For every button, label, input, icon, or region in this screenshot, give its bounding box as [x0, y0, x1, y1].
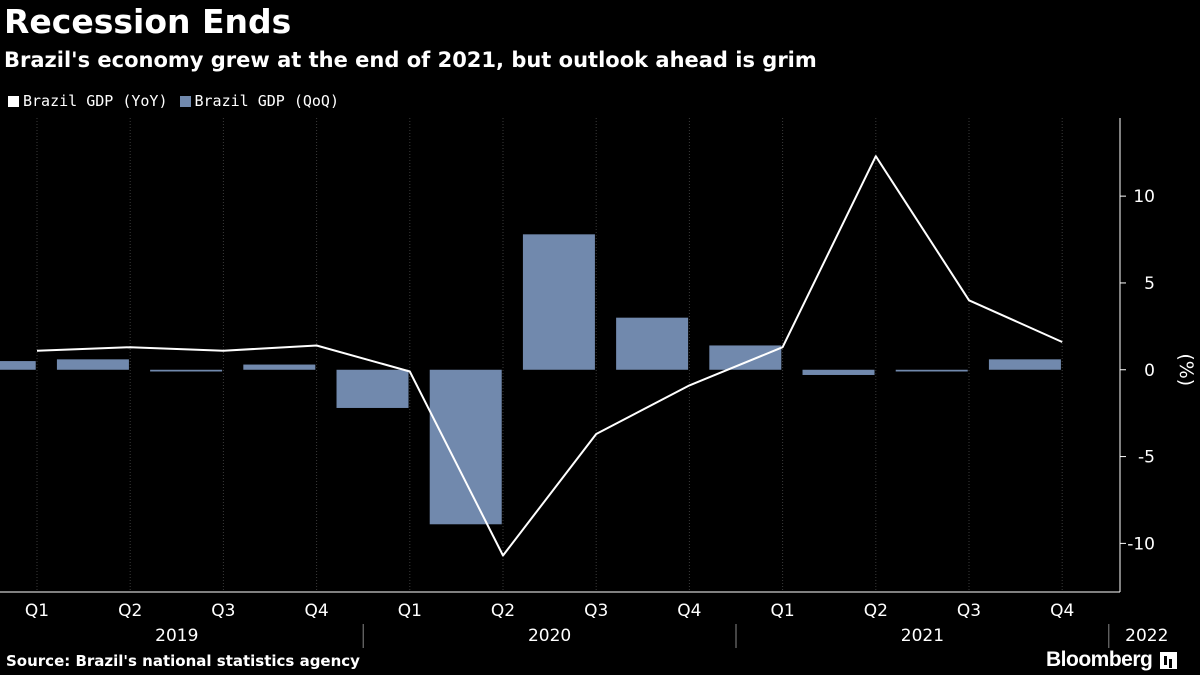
grid-layer: [36, 118, 1063, 592]
x-tick-label-1: Q2: [118, 601, 142, 621]
bar-qoq-9: [802, 369, 875, 375]
bar-qoq-3: [243, 364, 316, 370]
x-tick-label-4: Q1: [398, 601, 422, 621]
bar-qoq-5: [429, 369, 502, 525]
x-tick-label-5: Q2: [491, 601, 515, 621]
legend-swatch-qoq: [179, 95, 191, 107]
year-label-2019: 2019: [155, 626, 198, 646]
bar-qoq-0: [0, 361, 36, 370]
y-tick-label-2: 0: [1144, 361, 1155, 381]
y-tick-label-1: 5: [1144, 274, 1155, 294]
y-tick-label-4: -10: [1127, 534, 1155, 554]
bloomberg-logo: Bloomberg: [1046, 648, 1178, 672]
x-tick-label-2: Q3: [211, 601, 235, 621]
legend: Brazil GDP (YoY) Brazil GDP (QoQ): [8, 92, 351, 110]
x-tick-label-10: Q3: [957, 601, 981, 621]
chart-title: Recession Ends: [4, 2, 292, 41]
x-tick-label-11: Q4: [1050, 601, 1074, 621]
source-note: Source: Brazil's national statistics age…: [6, 652, 360, 670]
brand-wordmark: Bloomberg: [1046, 648, 1153, 671]
line-layer: [36, 155, 1063, 557]
legend-label-qoq: Brazil GDP (QoQ): [194, 92, 340, 110]
x-tick-label-6: Q3: [584, 601, 608, 621]
chart-subtitle: Brazil's economy grew at the end of 2021…: [4, 48, 817, 72]
bar-qoq-11: [988, 359, 1061, 370]
bar-layer: [0, 234, 1061, 525]
bar-qoq-4: [336, 369, 409, 408]
year-label-2020: 2020: [528, 626, 571, 646]
bar-qoq-6: [522, 234, 595, 370]
bar-qoq-7: [616, 317, 689, 370]
x-tick-label-3: Q4: [304, 601, 328, 621]
x-tick-label-8: Q1: [770, 601, 794, 621]
y-tick-label-3: -5: [1138, 448, 1155, 468]
bloomberg-terminal-icon: [1160, 651, 1178, 669]
bar-qoq-2: [150, 369, 223, 372]
line-yoy: [36, 155, 1063, 557]
y-tick-label-0: 10: [1133, 187, 1155, 207]
x-tick-label-7: Q4: [677, 601, 701, 621]
x-tick-label-9: Q2: [864, 601, 888, 621]
bar-qoq-10: [895, 369, 968, 372]
bar-qoq-8: [709, 345, 782, 370]
year-label-2022: 2022: [1125, 626, 1168, 646]
legend-item-qoq: Brazil GDP (QoQ): [179, 92, 340, 110]
legend-item-yoy: Brazil GDP (YoY): [8, 92, 168, 110]
x-tick-label-0: Q1: [25, 601, 49, 621]
bar-qoq-1: [56, 359, 129, 370]
legend-label-yoy: Brazil GDP (YoY): [23, 92, 168, 110]
axis-layer: 10 5 0 -5 -10 (%) Q1 Q2 Q3 Q4 Q1 Q2 Q3 Q4 Q1 Q2 Q3 Q4 2019…: [0, 118, 1197, 648]
y-axis-label: (%): [1175, 353, 1197, 386]
year-label-2021: 2021: [901, 626, 944, 646]
legend-swatch-yoy: [8, 95, 19, 107]
